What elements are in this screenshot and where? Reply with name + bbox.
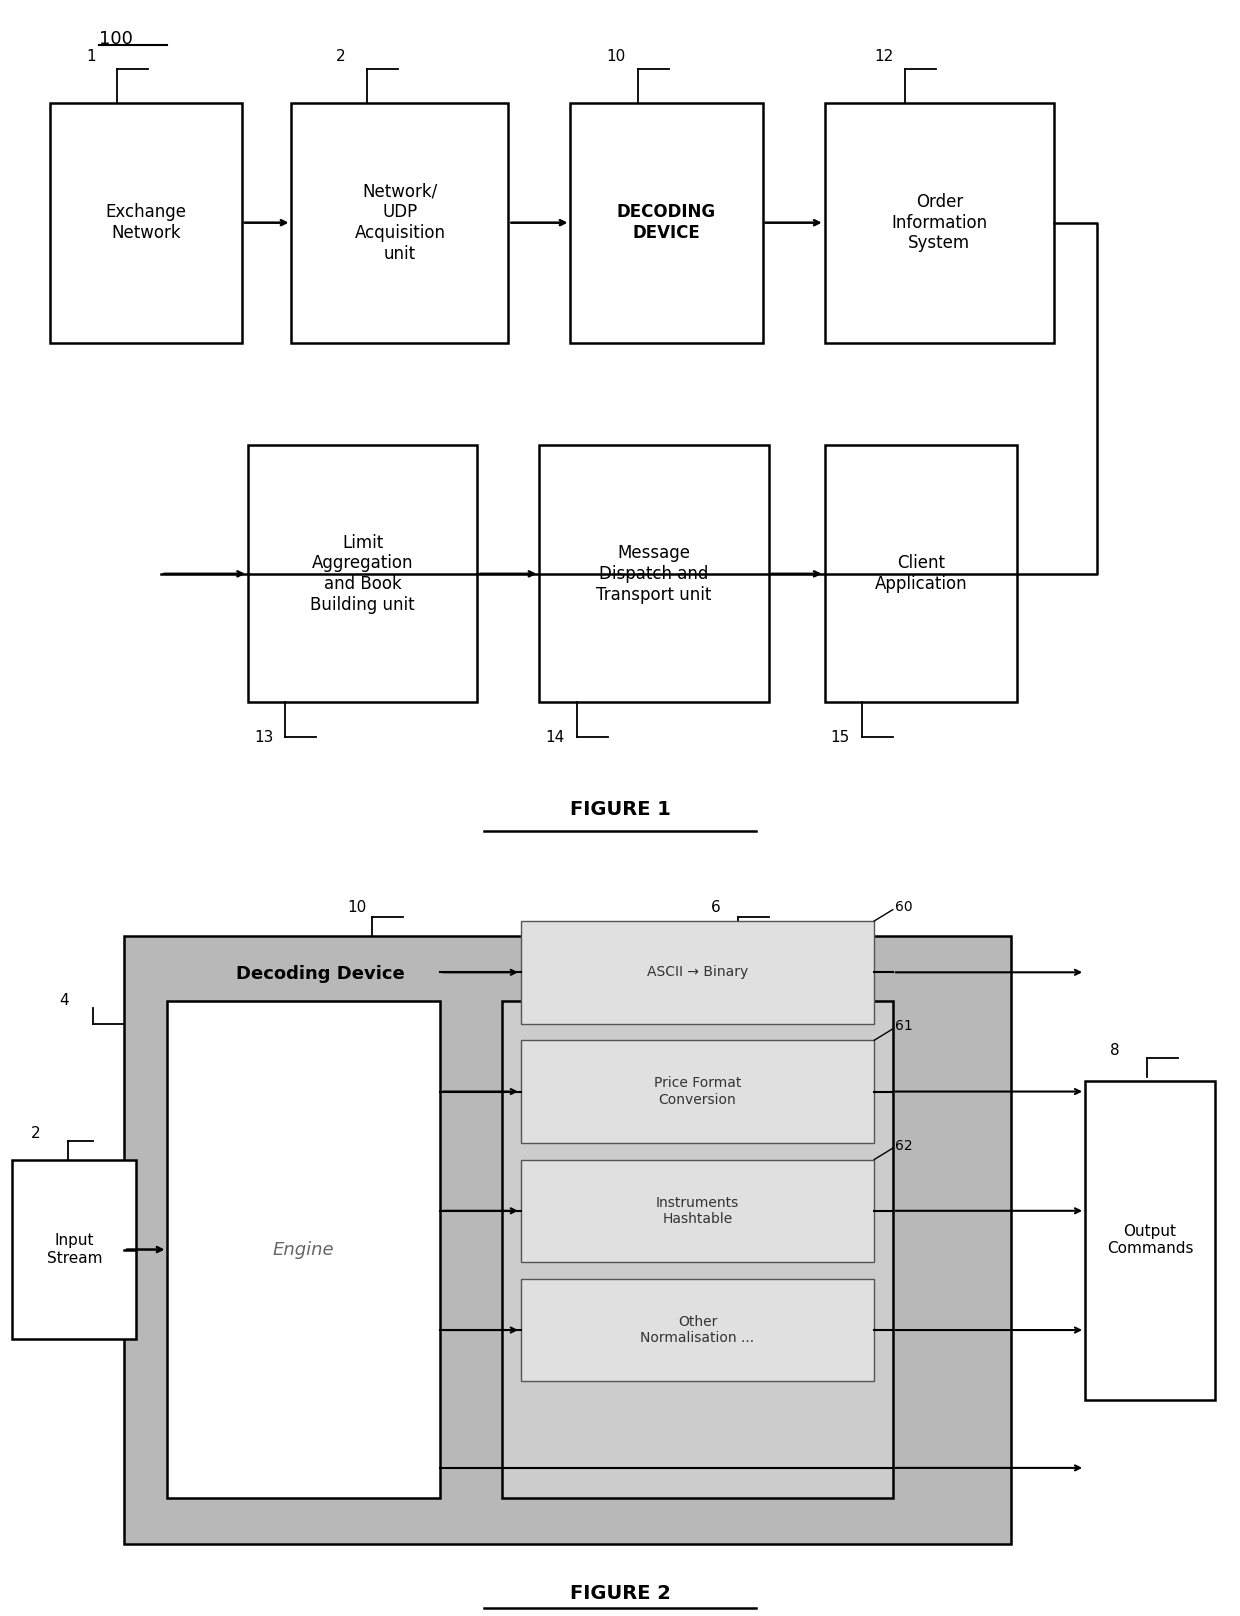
Bar: [521, 1041, 874, 1143]
Text: 61: 61: [895, 1020, 913, 1033]
Text: Order
Information
System: Order Information System: [892, 192, 987, 252]
Text: 2: 2: [31, 1126, 41, 1141]
Text: 10: 10: [606, 48, 626, 65]
Text: Output
Commands: Output Commands: [1107, 1223, 1193, 1256]
Text: 6: 6: [711, 900, 720, 915]
Bar: [502, 1000, 893, 1498]
Text: Decoding Device: Decoding Device: [236, 965, 404, 983]
Bar: [12, 1160, 136, 1338]
Bar: [248, 446, 477, 703]
Bar: [570, 103, 763, 343]
Text: Engine: Engine: [273, 1241, 335, 1259]
Text: FIGURE 2: FIGURE 2: [569, 1584, 671, 1603]
Bar: [521, 921, 874, 1023]
Bar: [124, 936, 1011, 1543]
Text: Network/
UDP
Acquisition
unit: Network/ UDP Acquisition unit: [355, 183, 445, 263]
Text: Input
Stream: Input Stream: [47, 1233, 102, 1265]
Bar: [521, 1160, 874, 1262]
Text: 62: 62: [895, 1139, 913, 1152]
Text: Exchange
Network: Exchange Network: [105, 204, 186, 242]
Text: 100: 100: [99, 31, 133, 48]
Text: 60: 60: [895, 900, 913, 915]
Text: 12: 12: [874, 48, 893, 65]
Text: Client
Application: Client Application: [874, 554, 967, 593]
Bar: [50, 103, 242, 343]
Text: Price Format
Conversion: Price Format Conversion: [653, 1076, 742, 1107]
Text: 1: 1: [86, 48, 95, 65]
Bar: [521, 1278, 874, 1382]
Text: FIGURE 1: FIGURE 1: [569, 800, 671, 819]
Text: Instruments
Hashtable: Instruments Hashtable: [656, 1196, 739, 1227]
Bar: [291, 103, 508, 343]
Text: 8: 8: [1110, 1042, 1120, 1058]
Bar: [825, 446, 1017, 703]
Bar: [1085, 1081, 1215, 1399]
Text: Limit
Aggregation
and Book
Building unit: Limit Aggregation and Book Building unit: [310, 533, 415, 614]
Text: 4: 4: [60, 994, 69, 1008]
Text: 2: 2: [336, 48, 346, 65]
Text: DECODING
DEVICE: DECODING DEVICE: [618, 204, 715, 242]
Bar: [167, 1000, 440, 1498]
Text: 15: 15: [831, 730, 851, 745]
Text: 14: 14: [546, 730, 565, 745]
Text: ASCII → Binary: ASCII → Binary: [647, 965, 748, 979]
Bar: [825, 103, 1054, 343]
Text: Other
Normalisation ...: Other Normalisation ...: [640, 1315, 755, 1345]
Text: Message
Dispatch and
Transport unit: Message Dispatch and Transport unit: [596, 545, 712, 604]
Text: 10: 10: [347, 900, 367, 915]
Text: 13: 13: [254, 730, 274, 745]
Bar: [539, 446, 769, 703]
